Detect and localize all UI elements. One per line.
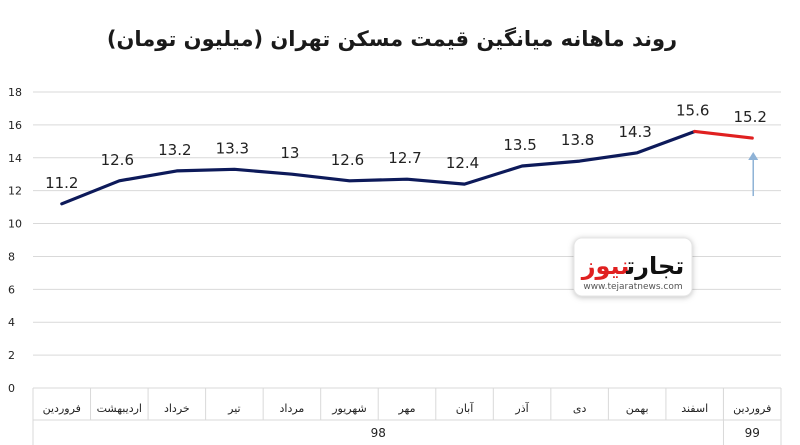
data-label: 13	[280, 144, 299, 162]
y-tick-label: 0	[8, 382, 15, 395]
y-tick-label: 16	[8, 119, 22, 132]
y-tick-label: 2	[8, 349, 15, 362]
data-label: 15.2	[734, 108, 767, 126]
x-category-label: اسفند	[681, 402, 708, 415]
data-label: 13.3	[216, 139, 249, 157]
x-category-label: خرداد	[164, 402, 190, 415]
grid	[33, 91, 781, 389]
y-tick-label: 10	[8, 218, 22, 231]
year-groups: 98 99	[371, 426, 760, 440]
x-category-label: شهریور	[331, 402, 366, 415]
watermark-brand: تجارتنیوز	[581, 252, 685, 280]
x-category-label: آبان	[456, 401, 474, 415]
data-label: 11.2	[45, 174, 78, 192]
data-label: 12.6	[101, 151, 134, 169]
data-label: 13.5	[503, 136, 536, 154]
y-tick-label: 8	[8, 250, 15, 263]
watermark-logo: تجارتنیوز www.tejaratnews.com	[573, 237, 693, 297]
x-axis-categories: فروردین اردیبهشت خرداد تیر مرداد شهریور مهر آبا…	[43, 401, 772, 415]
watermark-url: www.tejaratnews.com	[583, 282, 682, 292]
x-category-label: تیر	[227, 402, 240, 415]
highlight-segment	[693, 129, 754, 140]
category-table	[32, 388, 782, 445]
arrow-head	[748, 152, 759, 161]
up-arrow-icon	[748, 152, 759, 197]
y-tick-label: 14	[8, 152, 22, 165]
x-category-label: بهمن	[626, 402, 649, 415]
data-labels: 11.2 12.6 13.2 13.3 13 12.6 12.7 12.4 13.5 13.8 14…	[45, 101, 767, 191]
data-label: 12.4	[446, 154, 479, 172]
y-tick-label: 18	[8, 86, 22, 99]
chart-title: روند ماهانه میانگین قیمت مسکن تهران (میل…	[107, 26, 677, 51]
x-category-label: اردیبهشت	[97, 402, 142, 415]
x-category-label: مهر	[397, 402, 415, 415]
x-category-label: دی	[573, 402, 587, 415]
data-label: 12.7	[388, 149, 421, 167]
data-label: 13.8	[561, 131, 594, 149]
y-tick-label: 6	[8, 283, 15, 296]
data-label: 13.2	[158, 141, 191, 159]
data-label: 14.3	[618, 123, 651, 141]
watermark-box	[573, 237, 693, 297]
year-group-label: 98	[371, 426, 386, 440]
year-group-label: 99	[745, 426, 760, 440]
x-category-label: مرداد	[280, 402, 305, 415]
data-label: 15.6	[676, 101, 709, 119]
x-category-label: آذر	[514, 401, 529, 415]
series-path	[60, 129, 697, 206]
data-label: 12.6	[331, 151, 364, 169]
y-axis: 0 2 4 6 8 10 12 14 16 18	[8, 86, 22, 395]
x-category-label: فروردین	[43, 402, 81, 415]
series-line	[60, 129, 754, 206]
y-tick-label: 4	[8, 316, 15, 329]
y-tick-label: 12	[8, 185, 22, 198]
x-category-label: فروردین	[733, 402, 771, 415]
